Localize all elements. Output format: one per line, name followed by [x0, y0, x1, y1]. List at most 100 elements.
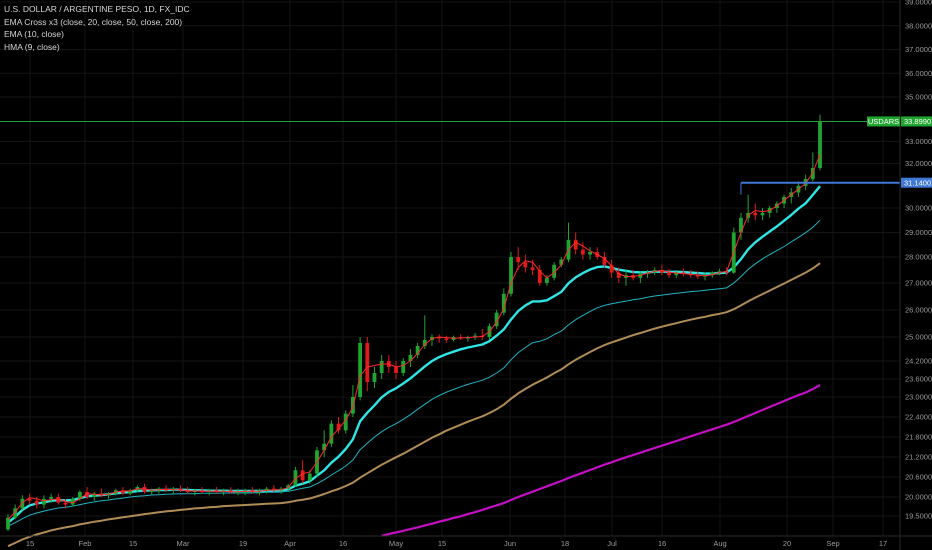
candle-body [271, 488, 276, 491]
candle-body [602, 257, 607, 265]
candle-body [674, 272, 679, 276]
price-axis-label: 20.6000 [905, 473, 932, 482]
candle-body [559, 259, 564, 265]
ema-200-line [381, 384, 821, 537]
price-lines [0, 120, 900, 195]
time-axis-label: 19 [239, 539, 247, 548]
ema-50-line [7, 262, 821, 548]
candle-body [300, 470, 305, 481]
candle-body [422, 340, 427, 346]
candle-body [228, 490, 233, 492]
time-axis-label: 16 [658, 539, 666, 548]
candle-body [264, 488, 269, 491]
candle-body [609, 264, 614, 273]
candle-body [379, 361, 384, 373]
candles [6, 114, 822, 532]
candle-body [49, 497, 54, 499]
time-axis-label: Feb [79, 539, 92, 548]
candle-body [358, 343, 363, 397]
price-axis-label: 30.0000 [905, 204, 932, 213]
price-axis-label: 20.0000 [905, 493, 932, 502]
candle-body [580, 249, 585, 255]
time-axis-label: 17 [879, 539, 887, 548]
price-axis-label: 37.0000 [905, 45, 932, 54]
grid [0, 0, 900, 536]
candle-body [372, 373, 377, 382]
candle-body [77, 492, 82, 499]
time-axis-label: Aug [713, 539, 726, 548]
candle-body [329, 423, 334, 444]
candle-body [343, 413, 348, 431]
candle-body [415, 346, 420, 355]
time-axis-label: Apr [284, 539, 296, 548]
candle-body [13, 508, 18, 518]
candle-body [307, 473, 312, 481]
candle-body [501, 293, 506, 313]
price-axis-label: 36.0000 [905, 69, 932, 78]
candle-body [293, 470, 298, 486]
time-axis-label: 18 [561, 539, 569, 548]
hline-price-tag [901, 177, 932, 188]
chart-legend: U.S. DOLLAR / ARGENTINE PESO, 1D, FX_IDC… [4, 3, 190, 53]
ema-20-line [7, 219, 821, 527]
candle-body [530, 267, 535, 270]
time-axis-label: 15 [438, 539, 446, 548]
candle-body [717, 271, 722, 273]
time-axis-label: 15 [26, 539, 34, 548]
price-axis-label: 29.0000 [905, 228, 932, 237]
candle-body [27, 498, 32, 501]
candle-body [437, 337, 442, 339]
ema-200-path [381, 384, 821, 537]
candle-body [760, 212, 765, 216]
candle-body [516, 257, 521, 263]
legend-ema-cross[interactable]: EMA Cross x3 (close, 20, close, 50, clos… [4, 16, 183, 27]
time-axis-label: May [389, 539, 403, 548]
candle-body [56, 497, 61, 503]
time-axis-label: Jul [607, 539, 617, 548]
price-axis-label: 21.8000 [905, 433, 932, 442]
hma-path [7, 154, 821, 520]
candle-body [667, 272, 671, 276]
price-axis[interactable]: 40.000039.000038.000037.000036.000035.00… [899, 0, 932, 550]
candle-body [638, 273, 643, 278]
candle-body [710, 272, 715, 276]
candle-body [336, 423, 341, 431]
candle-body [753, 212, 758, 216]
legend-ema[interactable]: EMA (10, close) [4, 29, 64, 40]
candle-body [149, 490, 154, 492]
candle-body [365, 343, 370, 382]
candle-body [545, 277, 549, 283]
candle-body [322, 443, 327, 451]
candle-body [394, 367, 398, 373]
price-axis-label: 21.2000 [905, 453, 932, 462]
last-price-tag [901, 116, 932, 127]
legend-symbol-title[interactable]: U.S. DOLLAR / ARGENTINE PESO, 1D, FX_IDC [4, 4, 190, 14]
symbol-tag-label: USDARS [868, 117, 899, 126]
price-axis-label: 26.0000 [905, 306, 932, 315]
time-axis[interactable]: 15 Feb 15 Mar 19 Apr 16 May 15 Jun 18 Jul 16 Aug 20 Sep… [0, 535, 932, 548]
price-axis-label: 39.0000 [905, 0, 932, 7]
candle-body [85, 492, 89, 497]
candle-body [494, 312, 499, 327]
candle-body [70, 498, 75, 505]
candle-body [523, 262, 528, 268]
candle-body [20, 498, 25, 509]
candle-body [92, 493, 97, 497]
legend-hma[interactable]: HMA (9, close) [4, 41, 60, 52]
price-axis-label: 32.0000 [905, 159, 932, 168]
hma-line [7, 154, 821, 520]
candle-body [121, 490, 125, 494]
symbol-tag [867, 116, 900, 127]
time-axis-label: Sep [826, 539, 839, 548]
candle-body [473, 335, 477, 337]
price-axis-label: 22.4000 [905, 413, 932, 422]
price-axis-label: 33.0000 [905, 137, 932, 146]
time-axis-label: Jun [504, 539, 516, 548]
candle-body [128, 490, 133, 494]
candle-body [42, 498, 46, 505]
candle-body [573, 239, 578, 250]
candle-body [401, 361, 406, 373]
price-axis-label: 38.0000 [905, 21, 932, 30]
